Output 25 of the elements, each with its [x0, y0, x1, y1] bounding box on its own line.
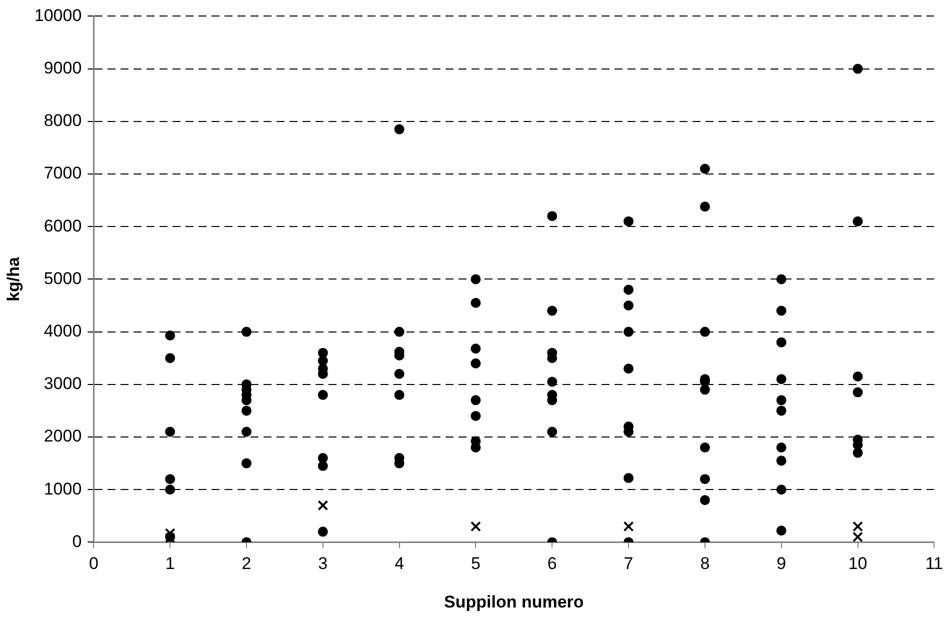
- y-tick-label: 7000: [44, 164, 82, 183]
- y-tick-label: 8000: [44, 111, 82, 130]
- y-axis-title: kg/ha: [4, 256, 23, 302]
- x-tick-label: 5: [470, 554, 480, 574]
- y-tick-label: 6000: [44, 216, 82, 236]
- y-tick-label: 3000: [44, 374, 82, 394]
- x-tick-label: 9: [776, 554, 786, 574]
- y-tick-label: 2000: [44, 426, 82, 446]
- y-tick-label: 9000: [44, 58, 82, 78]
- x-tick-label: 8: [700, 554, 710, 574]
- x-tick-label: 3: [318, 554, 328, 574]
- y-tick-label: 10000: [34, 6, 82, 25]
- x-tick-label: 7: [624, 554, 634, 574]
- x-tick-label: 1: [165, 554, 175, 574]
- x-tick-label: 6: [547, 554, 557, 574]
- x-tick-label: 4: [394, 554, 404, 574]
- y-tick-label: 0: [72, 532, 82, 551]
- x-axis-title: Suppilon numero: [444, 592, 584, 612]
- x-tick-label: 0: [88, 554, 98, 574]
- y-tick-label: 4000: [44, 321, 82, 340]
- x-tick-label: 2: [242, 554, 252, 574]
- y-tick-label: 5000: [44, 268, 82, 288]
- x-tick-label: 11: [925, 554, 944, 574]
- x-tick-label: 10: [848, 554, 868, 574]
- y-tick-label: 1000: [44, 479, 82, 498]
